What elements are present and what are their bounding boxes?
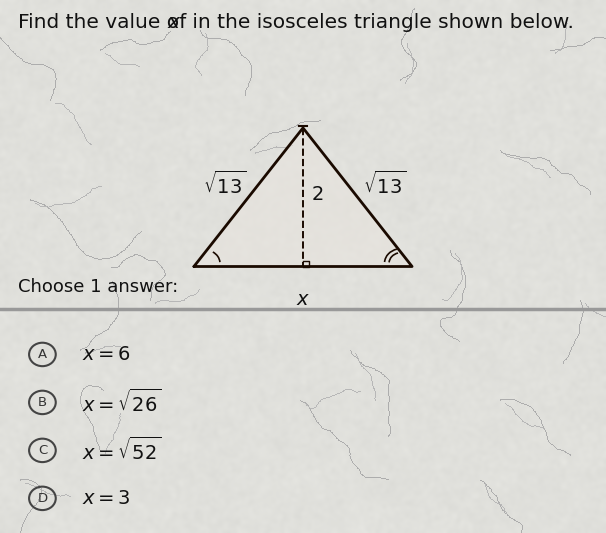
Text: $x = 6$: $x = 6$ bbox=[82, 345, 131, 364]
Text: A: A bbox=[38, 348, 47, 361]
Text: in the isosceles triangle shown below.: in the isosceles triangle shown below. bbox=[186, 13, 574, 33]
Text: $x$: $x$ bbox=[167, 13, 181, 33]
Polygon shape bbox=[194, 128, 412, 266]
Text: Choose 1 answer:: Choose 1 answer: bbox=[18, 278, 178, 296]
Text: $x = \sqrt{52}$: $x = \sqrt{52}$ bbox=[82, 437, 161, 464]
Text: $x$: $x$ bbox=[296, 290, 310, 310]
Text: C: C bbox=[38, 444, 47, 457]
Text: $\sqrt{13}$: $\sqrt{13}$ bbox=[363, 170, 407, 198]
Text: Find the value of: Find the value of bbox=[18, 13, 193, 33]
Text: $x = 3$: $x = 3$ bbox=[82, 489, 131, 508]
Text: 2: 2 bbox=[312, 185, 324, 204]
Text: $\sqrt{13}$: $\sqrt{13}$ bbox=[202, 170, 246, 198]
Text: D: D bbox=[38, 492, 47, 505]
Text: B: B bbox=[38, 396, 47, 409]
Text: $x = \sqrt{26}$: $x = \sqrt{26}$ bbox=[82, 389, 161, 416]
